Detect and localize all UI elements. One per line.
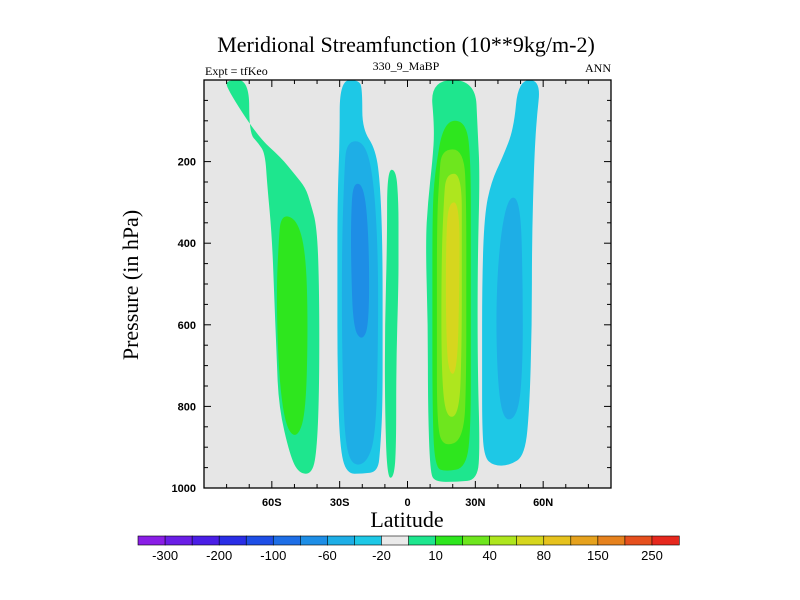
colorbar-box <box>191 535 220 546</box>
colorbar: -300 -200 -100 -60 -20 10 40 80 150 250 <box>137 535 680 563</box>
x-tick-label: 60S <box>262 497 282 509</box>
colorbar-box <box>299 535 328 546</box>
x-axis-label: Latitude <box>370 507 443 532</box>
chart-title: Meridional Streamfunction (10**9kg/m-2) <box>217 32 595 57</box>
colorbar-box <box>435 535 464 546</box>
colorbar-box <box>408 535 437 546</box>
colorbar-label: 40 <box>482 548 496 563</box>
x-tick-label: 30S <box>330 497 350 509</box>
colorbar-box <box>651 535 680 546</box>
colorbar-label: 250 <box>641 548 663 563</box>
colorbar-box <box>164 535 193 546</box>
colorbar-box <box>354 535 383 546</box>
colorbar-box <box>381 535 410 546</box>
colorbar-label: -300 <box>152 548 178 563</box>
colorbar-box <box>272 535 301 546</box>
x-tick-label: 60N <box>533 497 553 509</box>
colorbar-label: 80 <box>537 548 551 563</box>
y-axis-label: Pressure (in hPa) <box>118 210 143 360</box>
contour-sh-polar-core <box>276 216 308 435</box>
y-tick-label: 200 <box>178 157 196 169</box>
contour-nh-ferrel-core <box>496 197 523 420</box>
colorbar-box <box>597 535 626 546</box>
colorbar-box <box>489 535 518 546</box>
x-tick-label: 0 <box>404 497 410 509</box>
colorbar-box <box>137 535 166 546</box>
colorbar-label: -200 <box>206 548 232 563</box>
colorbar-box <box>245 535 274 546</box>
subtitle-center: 330_9_MaBP <box>373 59 440 73</box>
y-tick-label: 1000 <box>172 483 196 495</box>
colorbar-label: -20 <box>372 548 391 563</box>
axis-ticks: 60S 30S 0 30N 60N 200 400 600 800 1000 <box>172 80 611 509</box>
subtitle-left: Expt = tfKeo <box>205 64 268 78</box>
colorbar-box <box>516 535 545 546</box>
contour-sh-ferrel-core <box>351 183 370 338</box>
contour-equatorial-strip <box>384 169 399 478</box>
plot-area <box>204 80 611 488</box>
contour-fills <box>226 80 539 482</box>
y-tick-label: 400 <box>178 238 196 250</box>
subtitle-right: ANN <box>585 61 611 75</box>
colorbar-box <box>462 535 491 546</box>
colorbar-box <box>624 535 653 546</box>
colorbar-box <box>570 535 599 546</box>
contour-nh-hadley-peak <box>445 202 460 374</box>
colorbar-box <box>327 535 356 546</box>
colorbar-label: 150 <box>587 548 609 563</box>
colorbar-box <box>543 535 572 546</box>
colorbar-label: -60 <box>318 548 337 563</box>
x-tick-label: 30N <box>465 497 485 509</box>
colorbar-box <box>218 535 247 546</box>
y-tick-label: 600 <box>178 320 196 332</box>
colorbar-label: -100 <box>260 548 286 563</box>
colorbar-label: 10 <box>428 548 442 563</box>
y-tick-label: 800 <box>178 401 196 413</box>
